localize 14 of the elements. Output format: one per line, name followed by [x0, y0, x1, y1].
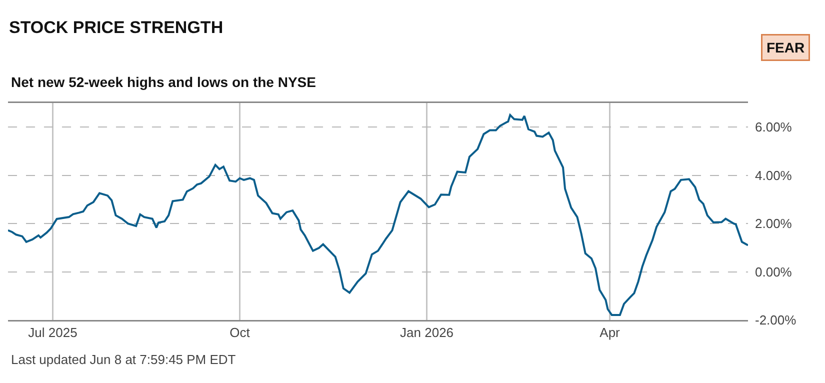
y-tick-label: -2.00% [755, 312, 797, 328]
y-tick-label: 0.00% [755, 264, 792, 280]
x-tick-label: Jul 2025 [28, 325, 78, 340]
x-tick-label: Jan 2026 [400, 325, 454, 340]
text: Last updated Jun 8 at 7:59:45 PM EDT [11, 352, 236, 367]
line-series [8, 114, 748, 316]
y-tick-label: 6.00% [755, 120, 792, 135]
chart-subtitle: Net new 52-week highs and lows on the NYSE [11, 74, 316, 90]
x-tick-label: Apr [600, 325, 621, 340]
y-tick-label: 4.00% [755, 168, 792, 183]
text: FEAR [766, 40, 805, 56]
y-tick-label: 2.00% [755, 216, 792, 232]
x-tick-label: Oct [230, 325, 250, 340]
chart-title: STOCK PRICE STRENGTH [9, 18, 224, 37]
